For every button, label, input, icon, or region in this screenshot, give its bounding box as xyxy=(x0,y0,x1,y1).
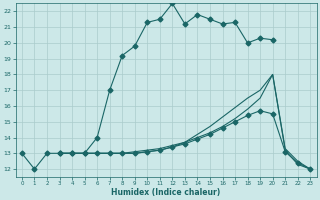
X-axis label: Humidex (Indice chaleur): Humidex (Indice chaleur) xyxy=(111,188,221,197)
